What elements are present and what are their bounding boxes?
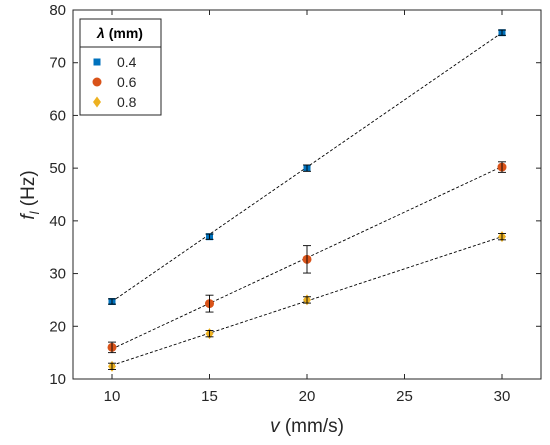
legend-marker	[93, 58, 101, 66]
y-tick-label: 20	[49, 318, 66, 335]
x-tick-label: 30	[494, 388, 511, 405]
legend: λ (mm) 0.4 0.6 0.8	[79, 18, 162, 116]
legend-title-unit: (mm)	[105, 25, 143, 41]
y-tick-label: 50	[49, 160, 66, 177]
y-axis-label: fl (Hz)	[18, 170, 42, 219]
legend-label: 0.4	[117, 54, 137, 70]
y-tick-label: 80	[49, 2, 66, 19]
x-tick-label: 20	[299, 388, 316, 405]
x-axis-label: v (mm/s)	[270, 416, 344, 437]
x-axis-symbol: v	[270, 416, 281, 437]
legend-title-symbol: λ	[96, 25, 105, 41]
legend-entries: 0.4 0.6 0.8	[92, 54, 137, 110]
legend-box	[79, 18, 162, 116]
x-axis-unit: (mm/s)	[280, 416, 344, 437]
x-tick-label: 10	[104, 388, 121, 405]
y-tick-label: 30	[49, 266, 66, 283]
error-bars	[108, 29, 506, 370]
x-tick-label: 15	[201, 388, 218, 405]
legend-title: λ (mm)	[96, 25, 143, 41]
y-axis-subscript: l	[27, 210, 42, 214]
y-axis-symbol: f	[18, 213, 39, 220]
legend-marker	[93, 96, 101, 108]
y-tick-label: 40	[49, 213, 66, 230]
x-tick-label: 25	[396, 388, 413, 405]
legend-label: 0.6	[117, 74, 137, 90]
y-axis-unit: (Hz)	[18, 170, 39, 211]
legend-marker	[92, 77, 102, 87]
y-tick-label: 10	[49, 371, 66, 388]
y-tick-label: 60	[49, 107, 66, 124]
legend-label: 0.8	[117, 94, 137, 110]
axis-ticks: 10 15 20 25 30 10 20 30 40 50 60 70 80	[49, 2, 541, 405]
y-tick-label: 70	[49, 55, 66, 72]
